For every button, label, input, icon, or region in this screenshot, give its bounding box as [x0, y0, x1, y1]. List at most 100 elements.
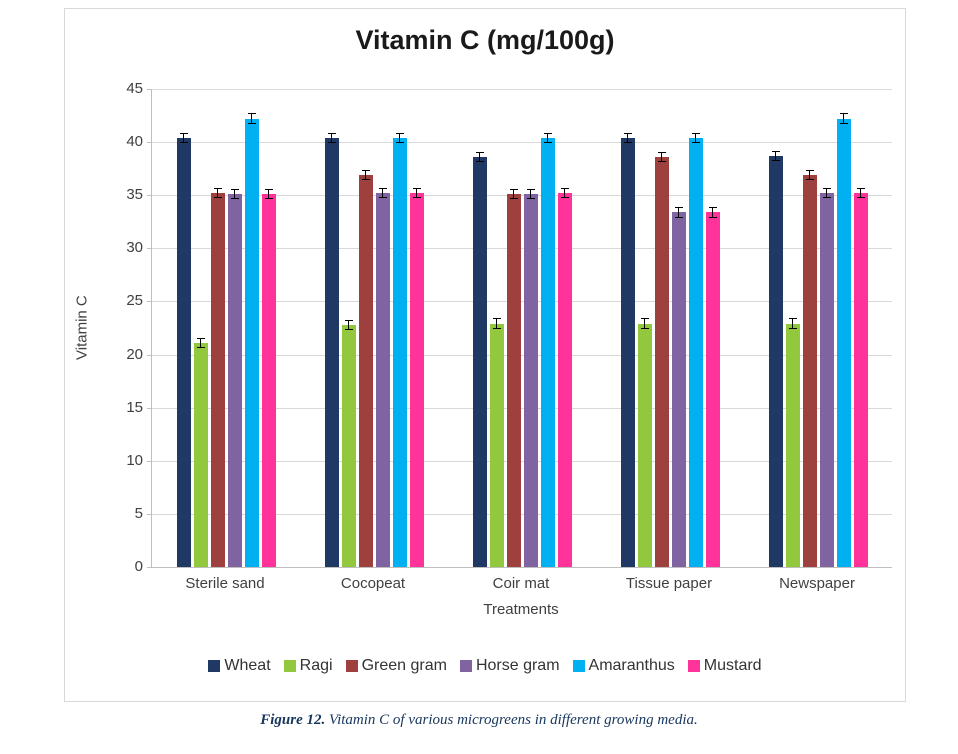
error-bar [361, 169, 370, 181]
legend-item-green-gram: Green gram [345, 657, 447, 675]
error-bar [623, 132, 632, 144]
y-tick-label: 45 [126, 80, 143, 97]
legend-label: Green gram [361, 657, 447, 674]
bar-horse-gram [227, 194, 242, 567]
y-tick-mark [147, 142, 152, 144]
legend-item-ragi: Ragi [283, 657, 333, 675]
error-bar [412, 187, 421, 199]
bar-amaranthus [688, 137, 703, 567]
y-tick-mark [147, 89, 152, 90]
y-tick-label: 20 [126, 345, 143, 363]
gridline [152, 142, 892, 144]
error-bar [230, 188, 239, 200]
bar-amaranthus [392, 137, 407, 567]
y-tick-mark [147, 248, 152, 250]
gridline [152, 89, 892, 90]
bar-mustard [557, 193, 572, 567]
error-bar [788, 318, 797, 330]
x-category-label: Sterile sand [185, 575, 265, 592]
legend-swatch [208, 660, 221, 672]
bar-amaranthus [836, 118, 851, 567]
bar-wheat [176, 137, 191, 567]
error-bar [691, 132, 700, 144]
bar-amaranthus [244, 118, 259, 567]
legend-swatch [459, 660, 472, 672]
x-category-label: Tissue paper [625, 575, 713, 592]
bar-ragi [637, 323, 652, 567]
x-axis-label: Treatments [483, 601, 559, 618]
bar-horse-gram [671, 212, 686, 567]
error-bar [475, 151, 484, 163]
bar-green-gram [654, 156, 669, 567]
x-category-label: Coir mat [492, 575, 550, 592]
y-tick-mark [147, 567, 152, 568]
legend-label: Mustard [703, 657, 762, 674]
bar-ragi [341, 324, 356, 567]
legend-label: Horse gram [475, 657, 560, 674]
gridline [152, 301, 892, 303]
legend-swatch [687, 660, 700, 672]
gridline [152, 407, 892, 409]
bar-mustard [853, 193, 868, 567]
x-category-labels: Sterile sand Cocopeat Coir mat Tissue paper… [151, 575, 891, 595]
error-bar [196, 337, 205, 349]
error-bar [492, 318, 501, 330]
error-bar [179, 132, 188, 144]
y-tick-mark [147, 513, 152, 515]
y-tick-label: 0 [134, 558, 143, 575]
bar-mustard [705, 212, 720, 567]
error-bar [674, 206, 683, 218]
bar-wheat [620, 137, 635, 567]
legend-swatch [345, 660, 358, 672]
gridline [152, 248, 892, 250]
bar-green-gram [506, 194, 521, 567]
legend-item-mustard: Mustard [687, 657, 762, 675]
error-bar [526, 188, 535, 200]
y-tick-labels: 0 5 10 15 20 25 30 35 40 45 [93, 80, 143, 575]
bar-mustard [261, 194, 276, 567]
bar-amaranthus [540, 137, 555, 567]
bar-wheat [768, 155, 783, 567]
bar-mustard [409, 193, 424, 567]
bar-wheat [472, 156, 487, 567]
y-tick-mark [147, 354, 152, 356]
legend-item-amaranthus: Amaranthus [572, 657, 675, 675]
legend-swatch [572, 660, 585, 672]
error-bar [395, 132, 404, 144]
error-bar [327, 132, 336, 144]
legend-label: Amaranthus [588, 657, 675, 674]
error-bar [822, 187, 831, 199]
bar-ragi [785, 323, 800, 567]
legend-label: Ragi [299, 657, 333, 674]
error-bar [640, 318, 649, 330]
y-tick-label: 35 [126, 186, 143, 204]
y-tick-label: 15 [126, 398, 143, 416]
bar-horse-gram [375, 193, 390, 567]
figure-caption: Figure 12. Vitamin C of various microgre… [0, 712, 958, 729]
gridline [152, 354, 892, 356]
error-bar [771, 150, 780, 162]
legend: Wheat Ragi Green gram Horse gram Amaranthus M… [65, 657, 905, 675]
error-bar [213, 187, 222, 199]
bar-ragi [193, 342, 208, 567]
error-bar [247, 113, 256, 125]
error-bar [708, 206, 717, 218]
vitamin-c-bar-chart: Vitamin C (mg/100g) Vitamin C 0 5 10 15 20 25… [64, 8, 906, 702]
bar-green-gram [210, 193, 225, 567]
bar-green-gram [358, 175, 373, 567]
y-tick-mark [147, 460, 152, 462]
error-bar [543, 132, 552, 144]
figure-caption-label: Figure 12. [260, 712, 326, 728]
gridline [152, 195, 892, 197]
error-bar [560, 187, 569, 199]
bar-green-gram [802, 175, 817, 567]
legend-item-wheat: Wheat [208, 657, 271, 675]
gridline [152, 513, 892, 515]
gridline [152, 460, 892, 462]
legend-swatch [283, 660, 296, 672]
error-bar [344, 319, 353, 331]
bar-wheat [324, 137, 339, 567]
y-tick-label: 30 [126, 239, 143, 257]
y-tick-mark [147, 301, 152, 303]
